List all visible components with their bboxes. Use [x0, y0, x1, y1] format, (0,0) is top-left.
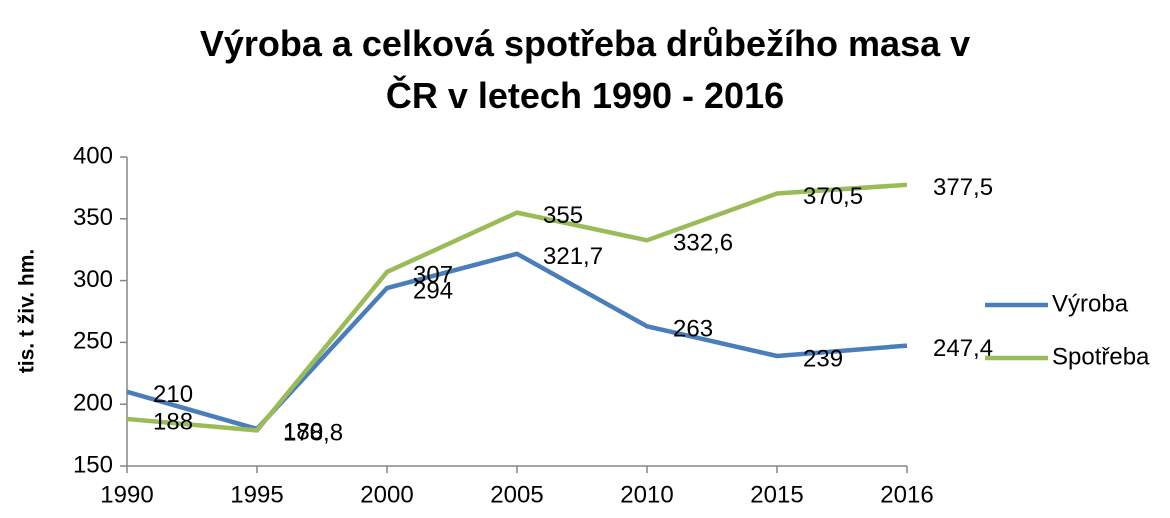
data-label: 377,5	[933, 174, 993, 201]
x-tick-label: 2016	[880, 481, 933, 508]
data-label: 321,7	[543, 243, 603, 270]
x-tick-label: 2000	[360, 481, 413, 508]
y-tick-label: 150	[73, 451, 113, 478]
data-label: 180	[283, 418, 323, 445]
data-label: 239	[803, 345, 843, 372]
series-line	[126, 251, 908, 432]
x-tick-label: 2015	[750, 481, 803, 508]
data-label: 247,4	[933, 335, 993, 362]
x-tick-label: 2005	[490, 481, 543, 508]
y-axis-label: tis. t živ. hm.	[16, 249, 39, 373]
data-label: 188	[153, 408, 193, 435]
x-tick-label: 2010	[620, 481, 673, 508]
series-line	[126, 182, 908, 433]
y-tick-label: 400	[73, 142, 113, 169]
y-tick-label: 250	[73, 328, 113, 355]
legend-label: Spotřeba	[1052, 343, 1150, 370]
legend-label: Výroba	[1052, 290, 1129, 317]
data-label: 332,6	[673, 230, 733, 257]
y-tick-label: 200	[73, 390, 113, 417]
x-tick-label: 1990	[100, 481, 153, 508]
data-label: 355	[543, 202, 583, 229]
y-tick-label: 350	[73, 204, 113, 231]
chart-title: Výroba a celková spotřeba drůbežího masa…	[199, 23, 971, 116]
data-label: 307	[413, 261, 453, 288]
data-label: 178,8	[283, 420, 343, 447]
x-tick-label: 1995	[230, 481, 283, 508]
data-label: 294	[413, 277, 453, 304]
y-tick-label: 300	[73, 266, 113, 293]
data-label: 370,5	[803, 183, 863, 210]
data-label: 210	[153, 381, 193, 408]
data-label: 263	[673, 316, 713, 343]
